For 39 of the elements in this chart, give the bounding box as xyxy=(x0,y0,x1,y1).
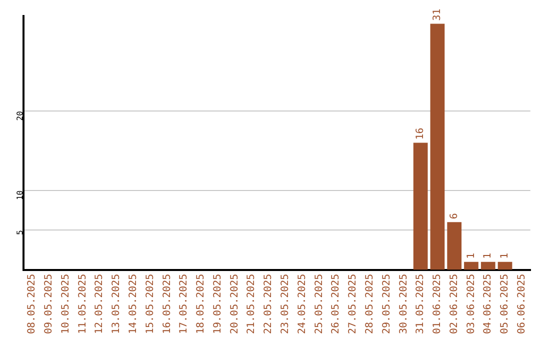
data-label: 31 xyxy=(432,8,444,21)
x-tick-label: 14.05.2025 xyxy=(128,274,139,334)
data-label: 1 xyxy=(466,252,477,259)
x-tick-label: 04.06.2025 xyxy=(482,274,494,334)
x-tick-label: 29.05.2025 xyxy=(381,274,392,334)
x-tick-label: 01.06.2025 xyxy=(432,274,444,334)
x-tick-label: 16.05.2025 xyxy=(162,274,173,334)
x-tick-label: 06.06.2025 xyxy=(516,274,528,334)
y-tick-label: 5 xyxy=(16,230,25,235)
x-tick-label: 28.05.2025 xyxy=(364,274,376,334)
data-label: 1 xyxy=(500,252,511,259)
y-tick-label: 10 xyxy=(16,190,25,200)
x-tick-label: 24.05.2025 xyxy=(296,274,308,334)
x-tick-label: 25.05.2025 xyxy=(314,274,325,334)
x-tick-label: 02.06.2025 xyxy=(448,274,460,334)
data-label: 1 xyxy=(482,252,494,259)
x-tick-label: 12.05.2025 xyxy=(94,274,106,334)
x-tick-label: 30.05.2025 xyxy=(398,274,410,334)
x-tick-label: 18.05.2025 xyxy=(196,274,207,334)
x-tick-label: 26.05.2025 xyxy=(330,274,342,334)
x-tick-label: 10.05.2025 xyxy=(60,274,72,334)
x-tick-label: 15.05.2025 xyxy=(144,274,156,334)
x-tick-label: 19.05.2025 xyxy=(212,274,224,334)
x-tick-label: 08.05.2025 xyxy=(26,274,38,334)
x-tick-label: 21.05.2025 xyxy=(246,274,258,334)
x-tick-label: 09.05.2025 xyxy=(44,274,55,334)
x-tick-label: 17.05.2025 xyxy=(178,274,190,334)
x-tick-label: 05.06.2025 xyxy=(500,274,511,334)
y-tick-label: 20 xyxy=(16,110,25,121)
data-label: 16 xyxy=(415,128,426,140)
x-tick-label: 20.05.2025 xyxy=(229,274,240,334)
x-tick-label: 27.05.2025 xyxy=(348,274,359,334)
x-tick-label: 11.05.2025 xyxy=(77,274,88,334)
x-tick-label: 23.05.2025 xyxy=(280,274,292,334)
x-tick-label: 13.05.2025 xyxy=(111,274,122,334)
x-tick-label: 31.05.2025 xyxy=(415,274,426,334)
data-label: 6 xyxy=(448,213,460,220)
x-tick-label: 22.05.2025 xyxy=(263,274,274,334)
x-tick-label: 03.06.2025 xyxy=(466,274,477,334)
